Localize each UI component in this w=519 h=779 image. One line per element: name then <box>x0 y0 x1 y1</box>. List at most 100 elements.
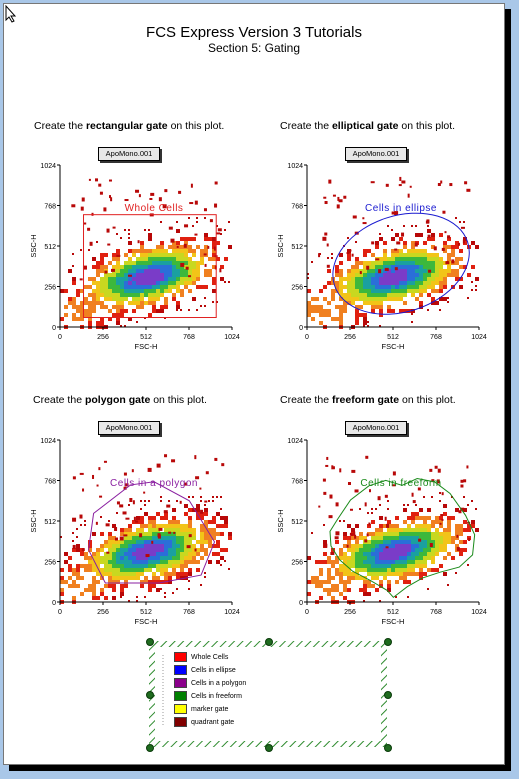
density-cell <box>319 568 323 572</box>
density-cell <box>116 512 118 514</box>
density-cell <box>196 245 200 249</box>
outlier-event <box>133 516 136 521</box>
document-page[interactable]: FCS Express Version 3 Tutorials Section … <box>3 3 505 765</box>
resize-handle-middle-right[interactable] <box>384 691 392 699</box>
resize-handle-middle-left[interactable] <box>146 691 154 699</box>
density-cell <box>220 556 224 560</box>
density-cell <box>212 520 216 524</box>
density-cell <box>108 548 112 552</box>
density-cell <box>379 285 383 289</box>
gate-label-freeform[interactable]: Cells in freeform <box>360 478 441 489</box>
density-cell <box>156 588 160 592</box>
density-cell <box>411 249 415 253</box>
outlier-event <box>96 484 99 487</box>
gate-shape-polygon[interactable] <box>88 481 216 584</box>
density-cell <box>128 249 132 253</box>
density-cell <box>351 277 355 281</box>
density-cell <box>132 277 136 281</box>
density-cell <box>391 532 395 536</box>
density-cell <box>148 544 152 548</box>
sample-label-freeform[interactable]: ApoMono.001 <box>345 421 407 435</box>
gate-shape-freeform[interactable] <box>329 477 476 599</box>
outlier-event <box>336 204 340 209</box>
dot-plot-rect[interactable]: 0 256 512 768 102402565127681024FSC-HSSC-HWh… <box>29 161 240 356</box>
density-cell <box>423 273 427 277</box>
density-cell <box>108 556 112 560</box>
density-cell <box>387 548 391 552</box>
dot-plot-freeform[interactable]: 0 256 512 768 102402565127681024FSC-HSSC-HCe… <box>276 436 487 631</box>
density-cell <box>112 552 116 556</box>
density-cell <box>371 297 375 301</box>
density-cell <box>347 269 351 273</box>
density-cell <box>407 580 411 584</box>
gate-label-polygon[interactable]: Cells in a polygon <box>110 478 198 489</box>
sample-label-rect[interactable]: ApoMono.001 <box>98 147 160 161</box>
density-cell <box>148 540 152 544</box>
density-cell <box>379 281 383 285</box>
density-cell <box>160 588 162 590</box>
gate-label-rect[interactable]: Whole Cells <box>125 203 184 214</box>
density-cell <box>367 532 371 536</box>
legend-item[interactable]: Cells in ellipse <box>174 665 236 676</box>
instruction-ellipse: Create the elliptical gate on this plot. <box>280 120 455 132</box>
density-cell <box>391 528 395 532</box>
density-cell <box>447 257 451 261</box>
density-cell <box>148 281 152 285</box>
density-cell <box>164 592 166 594</box>
density-cell <box>176 253 180 257</box>
density-cell <box>379 297 383 301</box>
outlier-event <box>394 211 399 216</box>
x-tick-label: 512 <box>387 609 399 616</box>
density-cell <box>363 285 367 289</box>
density-cell <box>148 297 152 301</box>
density-cell <box>395 253 399 257</box>
outlier-event <box>99 191 103 195</box>
density-cell <box>451 516 455 520</box>
density-cell <box>387 532 391 536</box>
outlier-event <box>180 262 185 267</box>
density-cell <box>379 516 383 520</box>
gate-legend[interactable]: Whole Cells Cells in ellipse Cells in a po… <box>146 638 392 752</box>
density-cell <box>387 273 391 277</box>
density-cell <box>443 285 447 289</box>
density-cell <box>367 548 371 552</box>
outlier-event <box>463 479 467 483</box>
resize-handle-top-left[interactable] <box>146 638 154 646</box>
density-cell <box>120 293 124 297</box>
legend-item[interactable]: marker gate <box>174 704 228 715</box>
resize-handle-top-right[interactable] <box>384 638 392 646</box>
dot-plot-ellipse[interactable]: 0 256 512 768 102402565127681024FSC-HSSC-HCe… <box>276 161 487 356</box>
density-cell <box>387 584 391 588</box>
density-cell <box>423 285 427 289</box>
resize-handle-bottom-right[interactable] <box>384 744 392 752</box>
legend-item[interactable]: Cells in freeform <box>174 691 242 702</box>
density-cell <box>200 584 202 586</box>
density-cell <box>459 221 461 223</box>
density-cell <box>152 544 156 548</box>
density-cell <box>387 277 391 281</box>
density-cell <box>116 305 120 309</box>
legend-item[interactable]: Whole Cells <box>174 652 228 663</box>
density-cell <box>435 261 439 265</box>
gate-shape-ellipse[interactable] <box>320 196 483 331</box>
density-cell <box>152 528 156 532</box>
sample-label-polygon[interactable]: ApoMono.001 <box>98 421 160 435</box>
density-cell <box>200 528 204 532</box>
gate-shape-rect[interactable] <box>83 214 217 319</box>
legend-item[interactable]: Cells in a polygon <box>174 678 246 689</box>
density-cell <box>228 532 232 536</box>
resize-handle-bottom-left[interactable] <box>146 744 154 752</box>
outlier-event <box>92 474 95 479</box>
dot-plot-polygon[interactable]: 0 256 512 768 102402565127681024FSC-HSSC-HCe… <box>29 436 240 631</box>
density-cell <box>427 225 429 227</box>
legend-item[interactable]: quadrant gate <box>174 717 234 728</box>
density-cell <box>375 285 379 289</box>
resize-handle-bottom-center[interactable] <box>265 744 273 752</box>
resize-handle-top-center[interactable] <box>265 638 273 646</box>
density-cell <box>100 544 104 548</box>
density-cell <box>423 265 427 269</box>
gate-label-ellipse[interactable]: Cells in ellipse <box>365 203 437 214</box>
sample-label-ellipse[interactable]: ApoMono.001 <box>345 147 407 161</box>
density-cell <box>339 317 343 321</box>
y-tick-label: 512 <box>291 244 303 251</box>
